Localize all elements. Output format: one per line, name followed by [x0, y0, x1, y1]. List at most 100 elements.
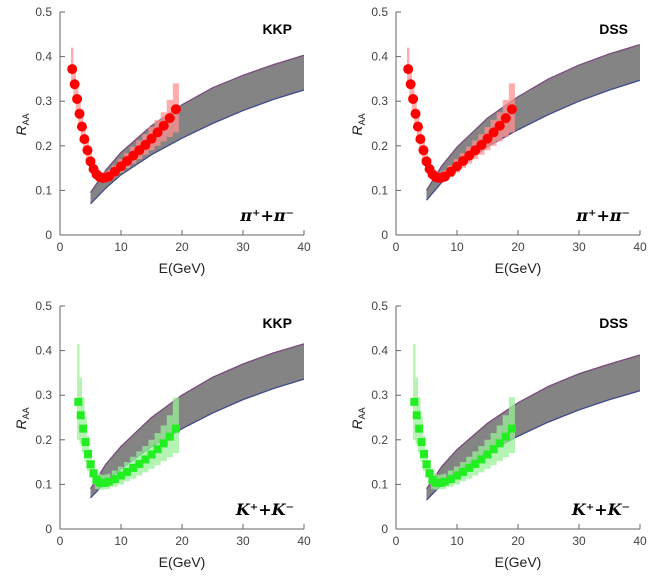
- data-point: [405, 79, 416, 90]
- data-point: [153, 445, 162, 454]
- chart-panel-bottom-left: 0 0.1 0.2 0.3 0.4 0.5 0 10 20 30 40 E(GeV) RAA KKP K⁺+…: [13, 299, 311, 570]
- y-tick-label: 0.3: [35, 94, 52, 108]
- y-tick-label: 0.4: [371, 50, 388, 64]
- x-axis-label: E(GeV): [495, 260, 542, 276]
- chart-panel-top-right: 0 0.1 0.2 0.3 0.4 0.5 0 10 20 30 40 E(GeV) RAA DSS π⁺+…: [349, 5, 647, 276]
- data-point: [495, 439, 504, 448]
- data-point: [459, 467, 468, 476]
- data-point: [81, 438, 90, 447]
- data-point: [79, 424, 88, 433]
- data-point: [415, 134, 426, 145]
- data-point: [84, 450, 93, 459]
- x-tick-label: 40: [297, 534, 311, 548]
- y-tick-label: 0.4: [35, 50, 52, 64]
- data-point: [123, 467, 132, 476]
- data-point: [86, 460, 95, 469]
- error-box: [415, 377, 418, 445]
- y-tick-label: 0.1: [371, 477, 388, 491]
- particle-label: K⁺+K⁻: [571, 500, 630, 519]
- data-point: [135, 459, 144, 468]
- y-axis-label: RAA: [349, 407, 367, 429]
- theory-band: [426, 355, 640, 501]
- data-point: [425, 469, 434, 478]
- data-point: [165, 432, 174, 441]
- y-tick-label: 0: [45, 228, 52, 242]
- band-lower-edge: [90, 378, 305, 499]
- y-tick-label: 0.2: [35, 139, 52, 153]
- x-tick-label: 0: [393, 240, 400, 254]
- data-point: [76, 121, 87, 132]
- data-point: [158, 120, 169, 131]
- x-tick-label: 0: [57, 240, 64, 254]
- y-tick-label: 0: [45, 522, 52, 536]
- x-tick-label: 20: [175, 534, 189, 548]
- data-point: [482, 133, 493, 144]
- x-tick-label: 0: [57, 534, 64, 548]
- x-tick-label: 40: [633, 240, 647, 254]
- y-tick-label: 0: [381, 522, 388, 536]
- data-point: [74, 108, 85, 119]
- data-point: [421, 156, 432, 167]
- particle-label: π⁺+π⁻: [575, 206, 630, 225]
- error-box: [413, 343, 416, 440]
- data-point: [471, 459, 480, 468]
- y-tick-label: 0.3: [35, 388, 52, 402]
- data-point: [446, 475, 455, 484]
- data-point: [141, 455, 150, 464]
- data-point: [483, 450, 492, 459]
- data-point: [494, 120, 505, 131]
- x-tick-label: 20: [175, 240, 189, 254]
- x-tick-label: 10: [114, 240, 128, 254]
- x-axis-label: E(GeV): [159, 260, 206, 276]
- y-axis-label: RAA: [13, 407, 31, 429]
- data-point: [418, 145, 429, 156]
- data-point: [79, 134, 90, 145]
- data-point: [129, 463, 138, 472]
- data-point: [415, 424, 424, 433]
- y-tick-label: 0.5: [35, 299, 52, 313]
- x-tick-label: 30: [572, 534, 586, 548]
- data-point: [159, 439, 168, 448]
- error-box: [79, 377, 82, 445]
- data-point: [408, 93, 419, 104]
- y-tick-label: 0.2: [371, 139, 388, 153]
- x-tick-label: 0: [393, 534, 400, 548]
- data-point: [147, 450, 156, 459]
- data-point: [117, 471, 125, 480]
- band-lower-edge: [90, 89, 305, 205]
- y-tick-label: 0.3: [371, 94, 388, 108]
- x-axis-label: E(GeV): [495, 554, 542, 570]
- data-point: [410, 397, 419, 406]
- chart-panel-bottom-right: 0 0.1 0.2 0.3 0.4 0.5 0 10 20 30 40 E(GeV) RAA DSS K⁺+…: [349, 299, 647, 570]
- data-point: [501, 432, 510, 441]
- data-point: [477, 455, 486, 464]
- data-point: [146, 133, 157, 144]
- data-point: [488, 127, 499, 138]
- data-point: [74, 397, 83, 406]
- particle-label: π⁺+π⁻: [239, 206, 294, 225]
- data-point: [506, 104, 517, 115]
- data-point: [72, 93, 83, 104]
- band-upper-edge: [89, 54, 305, 193]
- y-tick-label: 0.3: [371, 388, 388, 402]
- theory-band: [426, 44, 640, 201]
- y-tick-label: 0.1: [35, 183, 52, 197]
- y-tick-label: 0.2: [35, 433, 52, 447]
- data-point: [104, 477, 113, 486]
- y-tick-label: 0.1: [35, 477, 52, 491]
- data-point: [76, 411, 85, 420]
- data-point: [140, 139, 151, 150]
- y-tick-label: 0.4: [371, 344, 388, 358]
- y-tick-label: 0.4: [35, 344, 52, 358]
- y-axis-label: RAA: [13, 113, 31, 135]
- y-tick-label: 0: [381, 228, 388, 242]
- x-tick-label: 10: [114, 534, 128, 548]
- x-tick-label: 30: [572, 240, 586, 254]
- theory-band: [90, 55, 304, 204]
- data-point: [412, 411, 421, 420]
- model-label: KKP: [262, 315, 292, 331]
- data-point: [152, 127, 163, 138]
- band-upper-edge: [425, 43, 641, 191]
- y-tick-label: 0.1: [371, 183, 388, 197]
